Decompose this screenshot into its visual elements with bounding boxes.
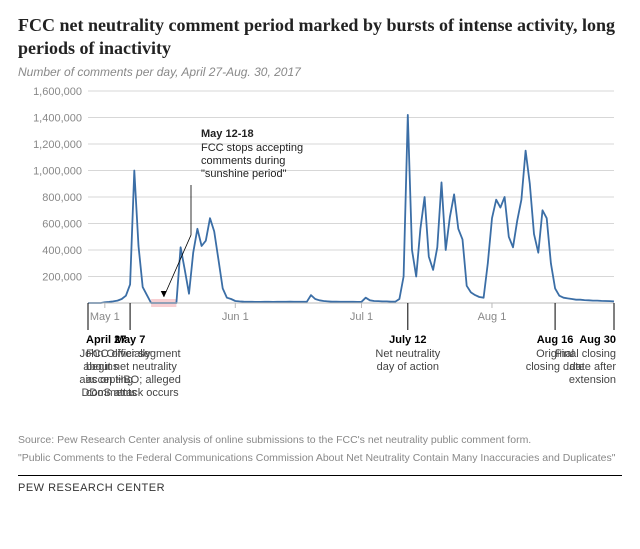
x-tick-label: Jul 1 [350, 311, 373, 323]
callout-line: FCC stops accepting [201, 142, 303, 154]
y-tick-label: 200,000 [42, 272, 82, 284]
event-text: DDoS attack occurs [81, 387, 179, 399]
callout-line: "sunshine period" [201, 168, 287, 180]
event-text: John Oliver segment [80, 348, 181, 360]
callout-line: comments during [201, 155, 285, 167]
brand-label: PEW RESEARCH CENTER [18, 482, 622, 494]
y-tick-label: 800,000 [42, 192, 82, 204]
event-date: May 7 [115, 334, 146, 346]
callout-arrowhead [161, 291, 167, 297]
y-tick-label: 400,000 [42, 245, 82, 257]
event-text: Net neutrality [375, 348, 440, 360]
event-text: day of action [377, 361, 439, 373]
event-text: date after [570, 361, 617, 373]
chart-container: FCC net neutrality comment period marked… [0, 0, 640, 504]
event-date: Aug 30 [579, 334, 616, 346]
event-date: July 12 [389, 334, 426, 346]
y-tick-label: 600,000 [42, 219, 82, 231]
event-date: Aug 16 [537, 334, 574, 346]
y-tick-label: 1,600,000 [33, 87, 82, 98]
y-tick-label: 1,400,000 [33, 113, 82, 125]
callout-title: May 12-18 [201, 128, 254, 140]
chart-subtitle: Number of comments per day, April 27-Aug… [18, 65, 622, 79]
line-chart-svg: 200,000 400,000 600,000 800,000 1,000,000 1,2… [18, 87, 622, 427]
chart-title: FCC net neutrality comment period marked… [18, 14, 622, 59]
chart-footer: Source: Pew Research Center analysis of … [18, 433, 622, 494]
x-tick-label: Jun 1 [222, 311, 249, 323]
event-text: Final closing [555, 348, 616, 360]
event-text: about net neutrality [83, 361, 177, 373]
x-tick-label: Aug 1 [478, 311, 507, 323]
event-text: extension [569, 374, 616, 386]
source-line-2: "Public Comments to the Federal Communic… [18, 451, 622, 465]
event-text: airs on HBO; alleged [79, 374, 181, 386]
brand-row: PEW RESEARCH CENTER [18, 475, 622, 494]
source-line-1: Source: Pew Research Center analysis of … [18, 433, 622, 447]
chart-plot: 200,000 400,000 600,000 800,000 1,000,000 1,2… [18, 87, 622, 427]
y-tick-label: 1,000,000 [33, 166, 82, 178]
x-tick-label: May 1 [90, 311, 120, 323]
comments-series [88, 115, 614, 303]
y-tick-label: 1,200,000 [33, 139, 82, 151]
